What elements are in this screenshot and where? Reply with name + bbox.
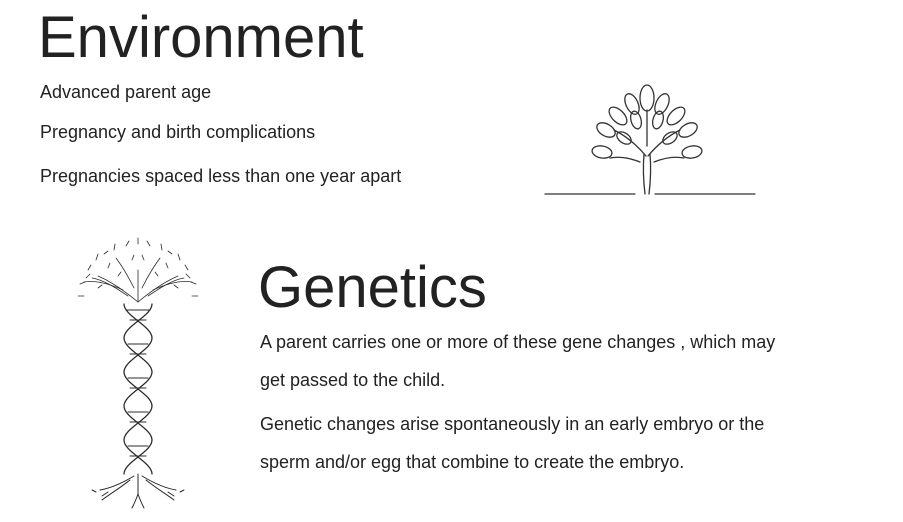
genetics-line-1: A parent carries one or more of these ge… [260,330,775,355]
dna-tree-icon [38,230,238,510]
slide: Environment Advanced parent age Pregnanc… [0,0,903,522]
genetics-line-3: Genetic changes arise spontaneously in a… [260,412,764,437]
environment-bullet-2: Pregnancy and birth complications [40,120,315,145]
genetics-line-4: sperm and/or egg that combine to create … [260,450,684,475]
environment-bullet-3: Pregnancies spaced less than one year ap… [40,164,401,189]
genetics-line-2: get passed to the child. [260,368,445,393]
environment-bullet-1: Advanced parent age [40,80,211,105]
environment-heading: Environment [38,4,364,71]
tree-icon [540,66,760,206]
genetics-heading: Genetics [258,254,487,321]
